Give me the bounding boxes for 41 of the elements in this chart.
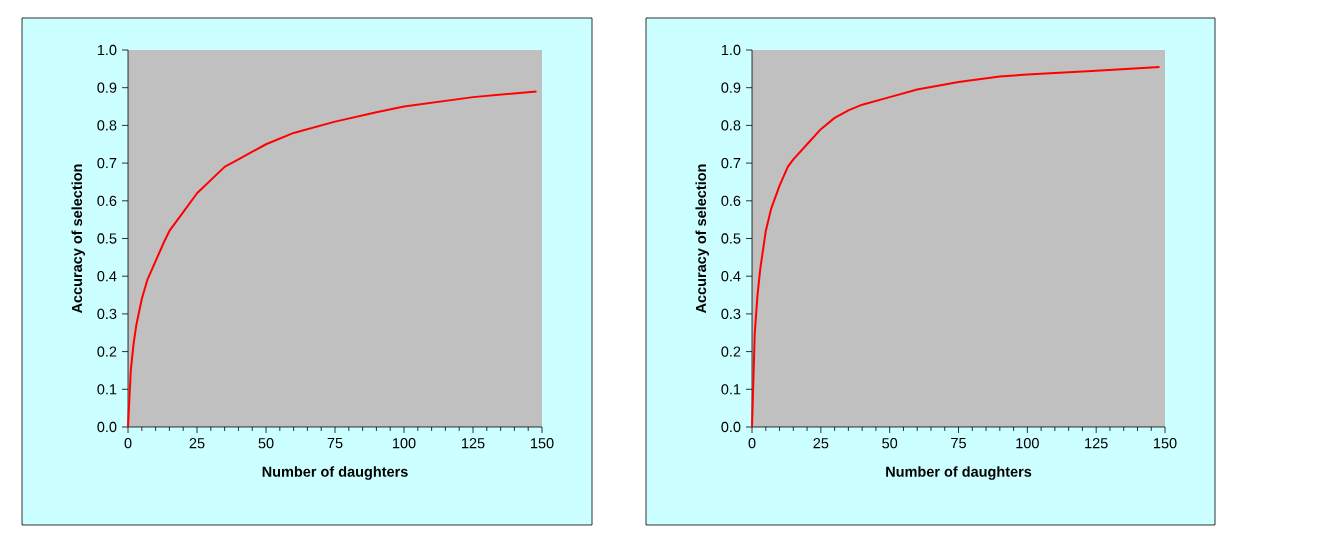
x-axis-title: Number of daughters <box>262 466 408 480</box>
y-tick-label: 1.0 <box>97 44 117 56</box>
y-tick-label: 0.5 <box>97 233 117 244</box>
y-tick-label: 0.6 <box>97 195 117 206</box>
y-tick-label: 0.8 <box>721 120 741 131</box>
y-tick-label: 0.4 <box>97 271 117 282</box>
y-tick-label: 0.1 <box>97 384 117 395</box>
y-tick-label: 0.2 <box>97 346 117 357</box>
x-tick-label: 125 <box>1085 438 1108 449</box>
y-tick-label: 0.7 <box>721 157 741 169</box>
x-tick-label: 50 <box>258 438 274 449</box>
x-tick-label: 0 <box>748 438 756 449</box>
y-tick-label: 0.9 <box>721 82 741 93</box>
x-tick-label: 25 <box>189 438 205 449</box>
y-tick-label: 0.3 <box>97 308 117 320</box>
x-tick-label: 125 <box>462 438 485 449</box>
y-tick-label: 0.8 <box>97 120 117 131</box>
y-axis-title: Accuracy of selection <box>71 164 85 314</box>
x-axis-title: Number of daughters <box>886 466 1032 480</box>
y-axis-title: Accuracy of selection <box>695 164 709 314</box>
y-tick-label: 0.4 <box>721 271 741 282</box>
y-tick-label: 0.0 <box>721 421 741 433</box>
x-tick-label: 75 <box>951 438 966 449</box>
y-tick-label: 0.9 <box>97 82 117 93</box>
line-series <box>751 65 1161 428</box>
x-tick-label: 150 <box>531 438 554 449</box>
y-tick-label: 0.0 <box>97 421 117 433</box>
x-tick-label: 100 <box>1016 438 1039 449</box>
x-tick-label: 150 <box>1154 438 1177 449</box>
y-tick-label: 0.7 <box>97 157 117 169</box>
y-tick-label: 0.3 <box>721 308 741 320</box>
y-tick-label: 0.2 <box>721 346 741 357</box>
y-tick-label: 0.6 <box>721 195 741 206</box>
y-tick-label: 0.1 <box>721 384 741 395</box>
y-tick-label: 0.5 <box>721 233 741 244</box>
x-tick-label: 50 <box>882 438 898 449</box>
x-tick-label: 75 <box>327 438 343 449</box>
x-tick-label: 0 <box>124 438 132 449</box>
y-tick-label: 1.0 <box>721 44 741 56</box>
x-tick-label: 100 <box>393 438 416 449</box>
x-tick-label: 25 <box>813 438 829 449</box>
